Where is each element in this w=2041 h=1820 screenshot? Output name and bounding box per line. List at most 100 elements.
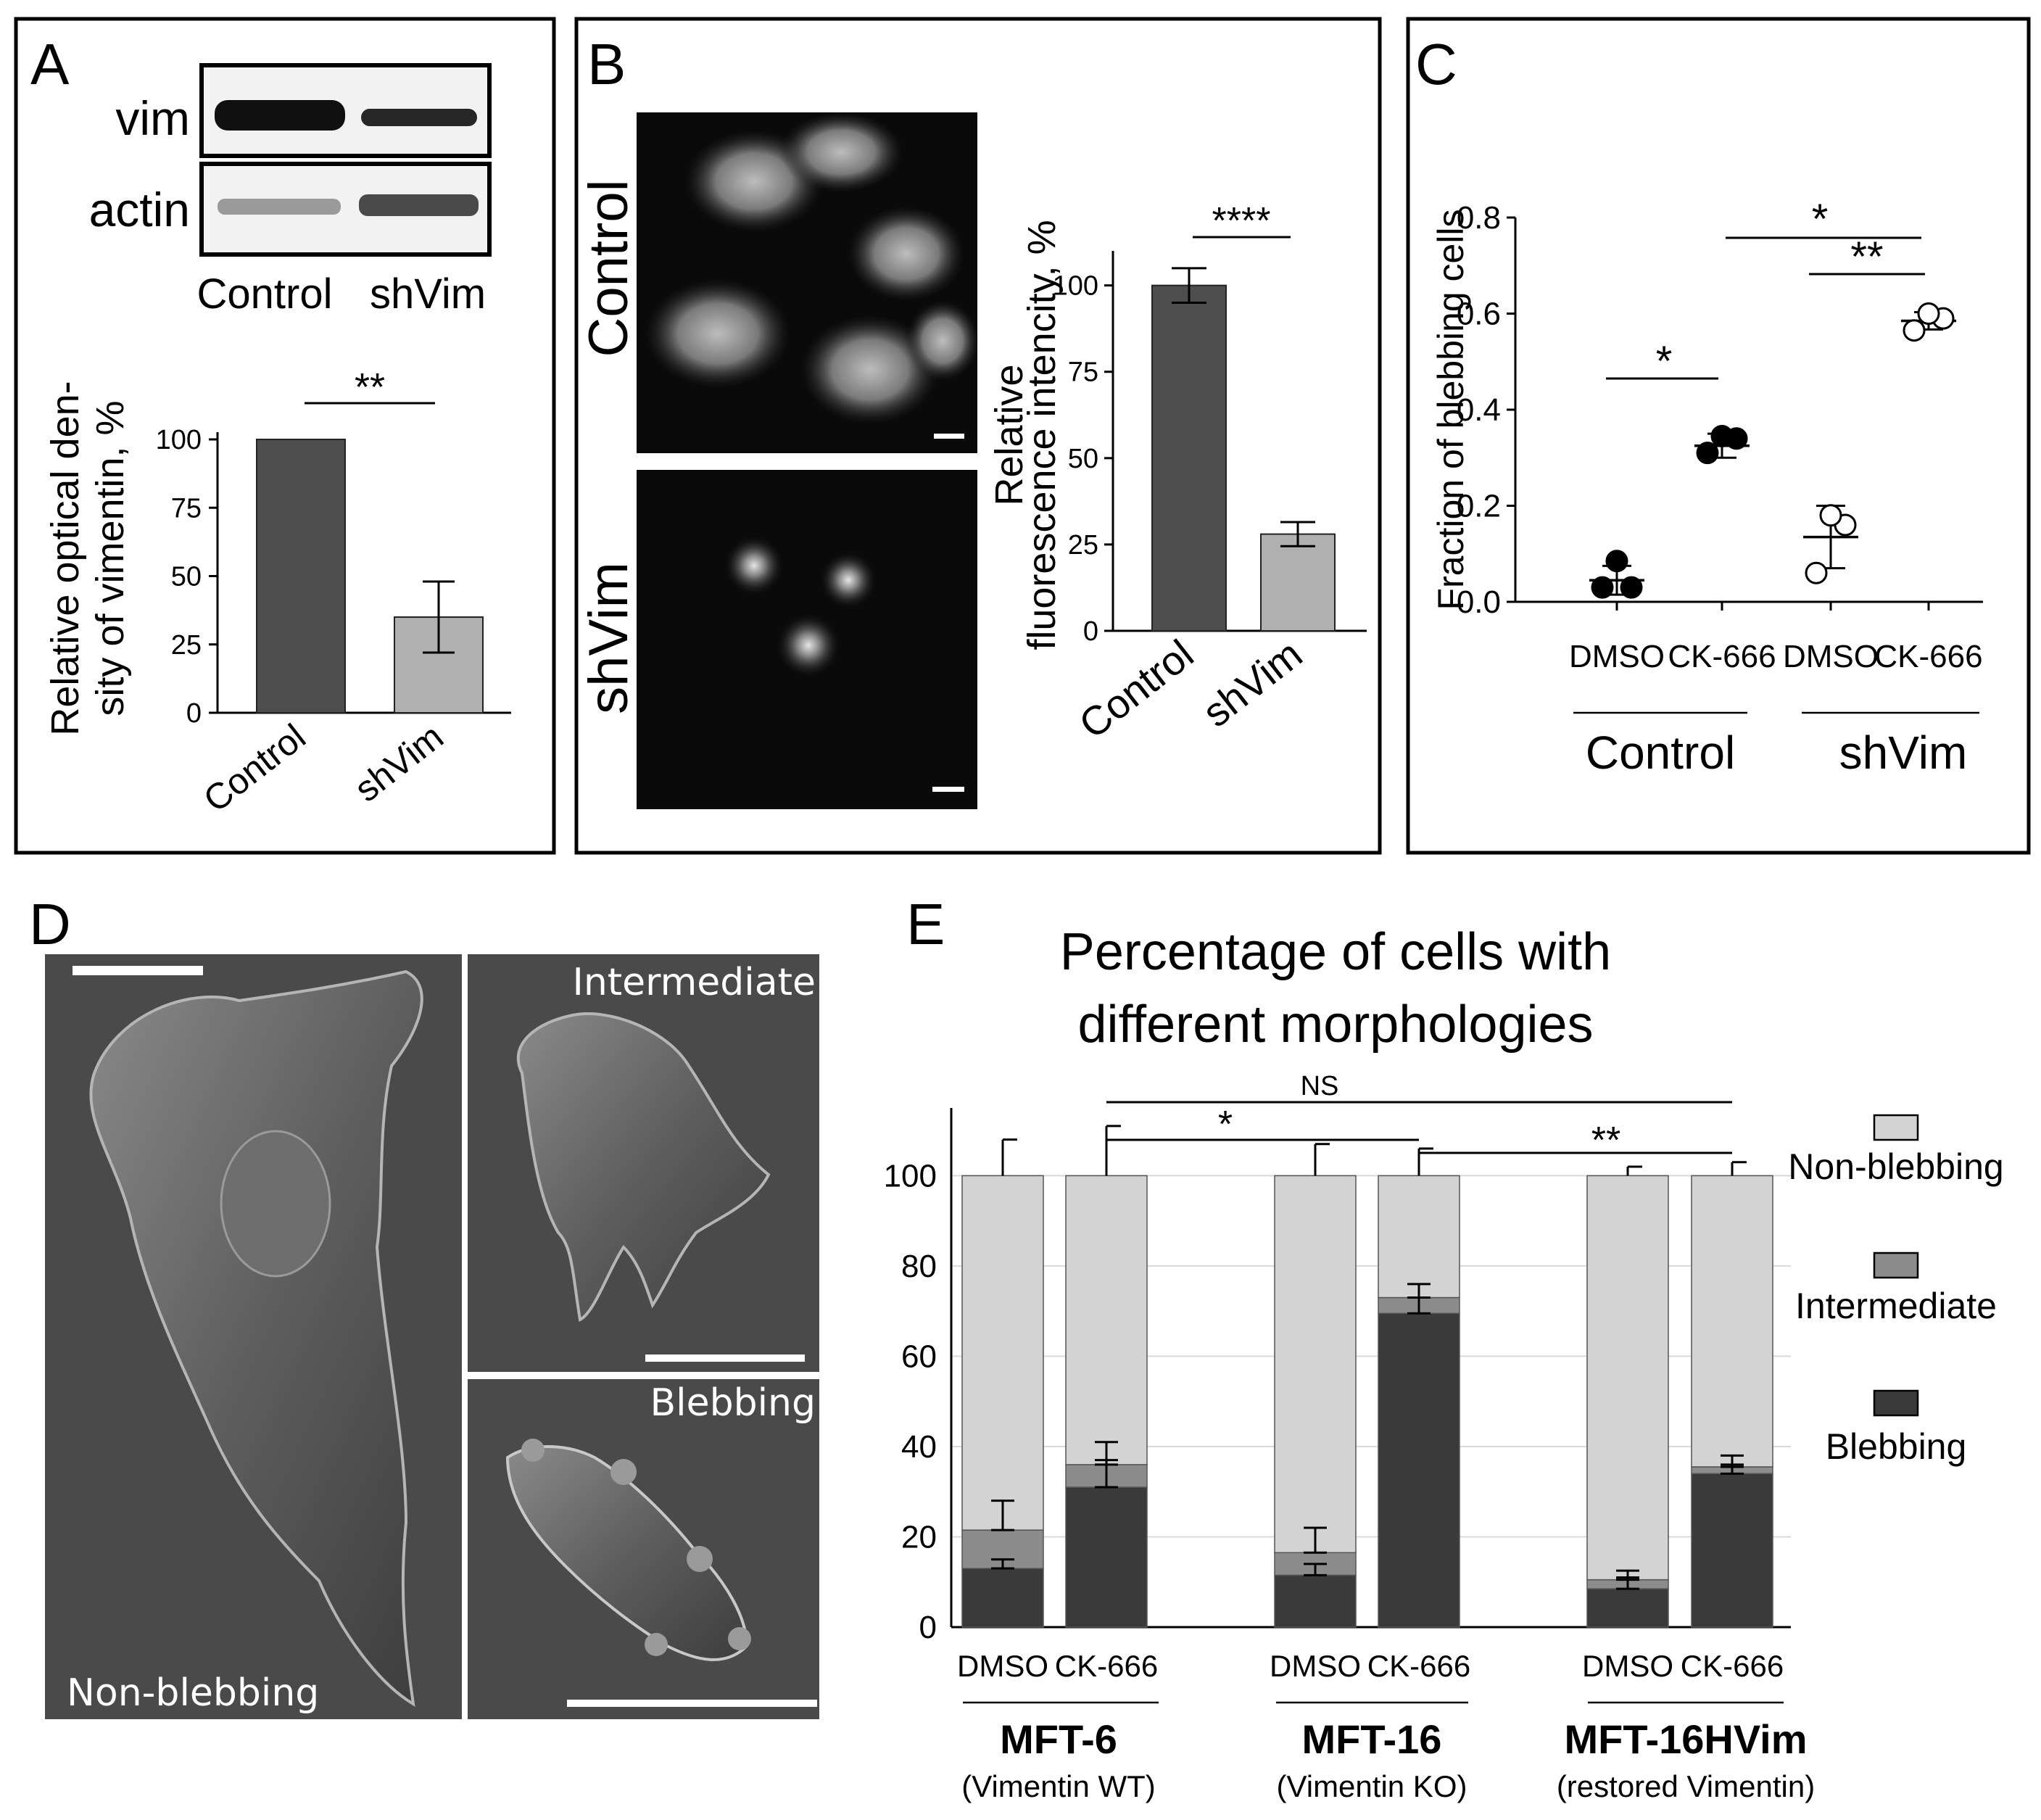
significance-label: NS bbox=[1301, 1071, 1339, 1101]
legend-swatch-non-blebbing bbox=[1873, 1114, 1919, 1141]
panel-a: A vim actin Control shVim 0 25 50 75 100 Cont… bbox=[14, 17, 556, 855]
blot-column-shvim: shVim bbox=[370, 270, 486, 318]
cell-glow bbox=[906, 301, 979, 381]
bleb bbox=[521, 1439, 545, 1462]
panel-a-letter: A bbox=[30, 32, 70, 96]
blot-vim-band-shvim bbox=[361, 109, 477, 126]
segment-non-blebbing bbox=[1274, 1175, 1357, 1554]
data-point-open bbox=[1917, 302, 1940, 325]
scale-bar-intermediate bbox=[645, 1354, 805, 1362]
bar-control bbox=[1151, 284, 1227, 632]
significance-label: ** bbox=[355, 365, 385, 409]
legend-swatch-blebbing bbox=[1873, 1389, 1919, 1417]
blot-label-vim: vim bbox=[115, 91, 190, 145]
segment-blebbing bbox=[1586, 1588, 1669, 1628]
x-tick-label: shVim bbox=[347, 716, 451, 810]
segment-blebbing bbox=[1378, 1312, 1460, 1628]
x-tick-label: DMSO bbox=[1569, 639, 1665, 674]
x-tick-label: DMSO bbox=[1270, 1649, 1361, 1683]
x-tick-label: shVim bbox=[1194, 631, 1311, 736]
y-tick-label: 0.4 bbox=[1457, 392, 1501, 428]
y-tick-label: 25 bbox=[171, 630, 202, 661]
segment-blebbing bbox=[1691, 1473, 1773, 1628]
blot-column-control: Control bbox=[197, 270, 333, 318]
x-tick-label: CK-666 bbox=[1367, 1649, 1470, 1683]
y-tick-label: 0.0 bbox=[1457, 584, 1501, 620]
panel-b-letter: B bbox=[587, 32, 626, 96]
scale-bar-control bbox=[934, 434, 964, 439]
y-tick-label: 25 bbox=[1068, 530, 1098, 561]
x-tick-label: DMSO bbox=[1783, 639, 1879, 674]
y-tick-label: 40 bbox=[901, 1429, 937, 1465]
group-label-shvim: shVim bbox=[1839, 727, 1968, 779]
x-tick-label: CK-666 bbox=[1681, 1649, 1784, 1683]
segment-blebbing bbox=[1065, 1486, 1148, 1628]
y-tick-label: 50 bbox=[171, 562, 202, 592]
y-tick-label: 80 bbox=[901, 1249, 937, 1284]
y-tick-label: 20 bbox=[901, 1519, 937, 1555]
cell-dot bbox=[724, 535, 784, 596]
panel-e-letter: E bbox=[906, 892, 945, 956]
x-tick-label: CK-666 bbox=[1055, 1649, 1158, 1683]
data-point-open bbox=[1819, 504, 1842, 527]
legend-label-intermediate: Intermediate bbox=[1795, 1286, 1997, 1326]
y-tick-label: 0.8 bbox=[1457, 200, 1501, 236]
cell-glow bbox=[779, 112, 903, 192]
cell-glow bbox=[801, 315, 939, 424]
cell-dot bbox=[819, 551, 877, 609]
group-name-mft16: MFT-16 bbox=[1302, 1716, 1442, 1762]
y-tick-label: 0 bbox=[1083, 616, 1098, 647]
y-tick-label: 60 bbox=[901, 1339, 937, 1374]
y-tick-label: 0.6 bbox=[1457, 297, 1501, 332]
y-tick-label: 0 bbox=[919, 1610, 937, 1645]
data-point-filled bbox=[1605, 550, 1628, 573]
panel-e: E Percentage of cells with different mor… bbox=[884, 892, 2004, 1803]
x-tick-label: CK-666 bbox=[1668, 639, 1776, 674]
group-name-mft6: MFT-6 bbox=[1000, 1716, 1117, 1762]
x-tick-label: DMSO bbox=[1582, 1649, 1673, 1683]
data-point-filled bbox=[1591, 576, 1614, 599]
chart-c-ylabel: Fraction of blebbing cells bbox=[1431, 209, 1471, 610]
dic-label-non-blebbing: Non-blebbing bbox=[67, 1671, 319, 1715]
chart-a: 0 25 50 75 100 Control shVim ** bbox=[156, 365, 511, 820]
bleb bbox=[610, 1459, 637, 1485]
segment-non-blebbing bbox=[1586, 1175, 1669, 1581]
dic-label-blebbing: Blebbing bbox=[650, 1381, 816, 1425]
bleb bbox=[728, 1627, 751, 1650]
data-point-open bbox=[1805, 561, 1828, 584]
y-tick-label: 75 bbox=[1068, 357, 1098, 388]
cell-intermediate bbox=[516, 1012, 771, 1323]
chart-a-ylabel-line2: sity of vimentin, % bbox=[88, 400, 132, 716]
panel-c-frame bbox=[1406, 17, 2031, 855]
blot-label-actin: actin bbox=[89, 183, 190, 236]
y-tick-label: 100 bbox=[156, 425, 202, 455]
significance-label: ** bbox=[1850, 233, 1883, 281]
y-tick-label: 50 bbox=[1068, 444, 1098, 474]
data-point-open bbox=[1903, 319, 1926, 342]
significance-label: **** bbox=[1212, 200, 1271, 242]
bar-shvim bbox=[1260, 533, 1336, 632]
chart-a-ylabel-line1: Relative optical den- bbox=[44, 381, 87, 735]
significance-label: * bbox=[1812, 196, 1829, 243]
segment-non-blebbing bbox=[1378, 1175, 1460, 1299]
cell-nucleus bbox=[220, 1130, 331, 1278]
y-tick-label: 0 bbox=[186, 698, 202, 729]
significance-label: ** bbox=[1591, 1120, 1620, 1162]
segment-non-blebbing bbox=[1065, 1175, 1148, 1465]
dic-label-intermediate: Intermediate bbox=[573, 961, 816, 1004]
panel-d-letter: D bbox=[29, 892, 71, 956]
group-sub-mft16hvim: (restored Vimentin) bbox=[1557, 1769, 1815, 1803]
panel-c-letter: C bbox=[1415, 32, 1457, 96]
segment-non-blebbing bbox=[961, 1175, 1044, 1531]
legend-swatch-intermediate bbox=[1873, 1252, 1919, 1279]
blot-actin-band-control bbox=[218, 199, 341, 215]
data-point-filled bbox=[1620, 576, 1643, 599]
micrograph-label-shvim: shVim bbox=[578, 562, 639, 714]
y-tick-label: 100 bbox=[884, 1158, 937, 1194]
data-point-filled bbox=[1696, 442, 1719, 465]
segment-non-blebbing bbox=[1691, 1175, 1773, 1468]
